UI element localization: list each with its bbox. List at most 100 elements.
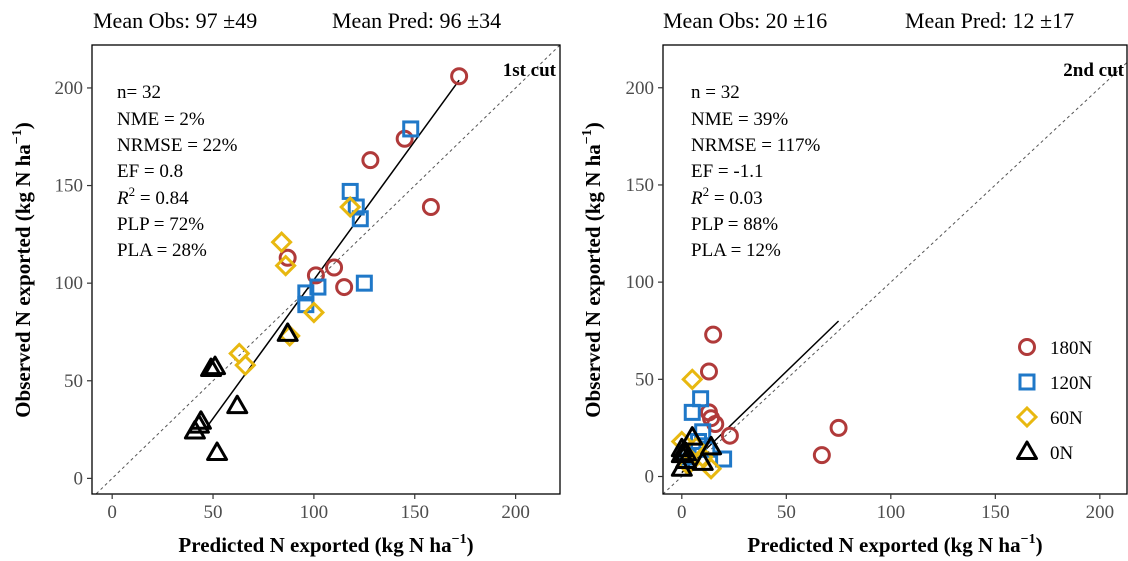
stat-ef: EF = -1.1	[691, 161, 763, 182]
point-120n	[347, 198, 365, 216]
point-0n	[276, 322, 299, 342]
y-tick-label: 100	[626, 272, 655, 293]
point-0n	[200, 357, 223, 378]
mean-obs-header: Mean Obs: 97 ±49	[93, 8, 257, 33]
point-120n	[683, 403, 701, 421]
x-axis-title: Predicted N exported (kg N ha−1)	[178, 532, 473, 557]
legend-marker-0n	[1016, 440, 1038, 460]
point-180n	[278, 248, 297, 267]
y-tick-label: 150	[626, 175, 655, 196]
stat-r2: R2 = 0.84	[116, 184, 189, 209]
x-tick-label: 150	[981, 502, 1010, 523]
mean-pred-header: Mean Pred: 12 ±17	[905, 8, 1074, 33]
y-tick-label: 0	[74, 468, 84, 489]
x-tick-label: 50	[204, 502, 223, 523]
stat-n: n = 32	[691, 82, 740, 103]
legend-marker-60n	[1015, 405, 1039, 429]
x-axis-ticks: 0 50 100 150 200	[677, 494, 1114, 523]
x-tick-label: 200	[501, 502, 530, 523]
point-0n	[674, 441, 697, 462]
point-60n	[302, 301, 326, 324]
point-60n	[270, 231, 293, 254]
y-tick-label: 200	[55, 78, 84, 99]
point-60n	[681, 368, 704, 391]
x-tick-label: 0	[107, 502, 117, 523]
x-tick-label: 200	[1086, 502, 1115, 523]
legend-marker-120n	[1018, 373, 1036, 391]
legend-label-120n: 120N	[1050, 373, 1093, 394]
y-tick-label: 50	[635, 369, 654, 390]
y-tick-label: 100	[55, 273, 84, 294]
fit-line	[681, 320, 840, 474]
y-tick-label: 50	[64, 371, 83, 392]
point-120n	[297, 284, 315, 302]
point-180n	[450, 67, 469, 86]
stat-r2: R2 = 0.03	[690, 184, 763, 209]
stat-nme: NME = 39%	[691, 109, 788, 130]
stats-annotation: n = 32 NME = 39% NRMSE = 117% EF = -1.1 …	[690, 82, 820, 261]
y-tick-label: 200	[626, 78, 655, 99]
legend: 180N 120N 60N 0N	[1015, 338, 1093, 464]
legend-label-60n: 60N	[1050, 408, 1083, 429]
point-180n	[699, 362, 718, 381]
stat-plp: PLP = 88%	[691, 214, 778, 235]
point-0n	[691, 451, 714, 471]
y-axis-title: Observed N exported (kg N ha−1)	[580, 122, 605, 418]
stat-plp: PLP = 72%	[117, 214, 204, 235]
y-tick-label: 0	[645, 467, 655, 488]
stat-ef: EF = 0.8	[117, 161, 183, 182]
identity-line	[663, 62, 1127, 494]
x-axis-ticks: 0 50 100 150 200	[107, 494, 530, 523]
point-0n	[183, 420, 206, 440]
stat-nme: NME = 2%	[117, 109, 205, 130]
x-axis-title: Predicted N exported (kg N ha−1)	[747, 532, 1042, 557]
fit-line	[204, 79, 460, 431]
legend-label-180n: 180N	[1050, 338, 1093, 359]
x-tick-label: 100	[877, 502, 906, 523]
stats-annotation: n= 32 NME = 2% NRMSE = 22% EF = 0.8 R2 =…	[116, 82, 238, 261]
mean-pred-header: Mean Pred: 96 ±34	[332, 8, 501, 33]
stat-nrmse: NRMSE = 22%	[117, 135, 238, 156]
point-180n	[361, 151, 380, 170]
point-120n	[402, 120, 420, 138]
point-180n	[421, 198, 440, 217]
y-axis-title: Observed N exported (kg N ha−1)	[10, 122, 35, 418]
legend-label-0n: 0N	[1050, 443, 1074, 464]
point-60n	[234, 354, 257, 377]
cut-label: 2nd cut	[1063, 60, 1124, 81]
point-60n	[274, 254, 297, 277]
point-180n	[704, 325, 723, 344]
x-tick-label: 100	[300, 502, 329, 523]
point-0n	[700, 435, 723, 456]
data-points	[183, 67, 469, 462]
point-180n	[829, 418, 848, 437]
data-points	[670, 325, 848, 480]
panel-2nd-cut: Mean Obs: 20 ±16 Mean Pred: 12 ±17 0 50 10…	[580, 8, 1128, 557]
point-120n	[715, 450, 733, 468]
point-0n	[206, 441, 229, 462]
point-120n	[692, 390, 710, 408]
point-0n	[204, 355, 227, 376]
panel-1st-cut: Mean Obs: 97 ±49 Mean Pred: 96 ±34 0 50 10…	[10, 8, 561, 557]
x-tick-label: 0	[677, 502, 687, 523]
legend-marker-180n	[1018, 338, 1036, 356]
point-180n	[812, 446, 831, 465]
stat-pla: PLA = 12%	[691, 240, 781, 261]
y-tick-label: 150	[55, 176, 84, 197]
x-tick-label: 150	[401, 502, 430, 523]
point-120n	[351, 210, 369, 228]
point-0n	[681, 426, 704, 446]
stat-nrmse: NRMSE = 117%	[691, 135, 820, 156]
plot-frame	[662, 44, 1128, 495]
point-180n	[720, 426, 739, 445]
point-180n	[325, 258, 344, 277]
x-tick-label: 50	[777, 502, 796, 523]
stat-pla: PLA = 28%	[117, 240, 207, 261]
point-60n	[228, 342, 251, 365]
point-120n	[355, 274, 373, 292]
point-0n	[226, 394, 249, 415]
y-axis-ticks: 0 50 100 150 200	[55, 78, 92, 489]
point-180n	[306, 266, 325, 285]
stat-n: n= 32	[117, 82, 161, 103]
